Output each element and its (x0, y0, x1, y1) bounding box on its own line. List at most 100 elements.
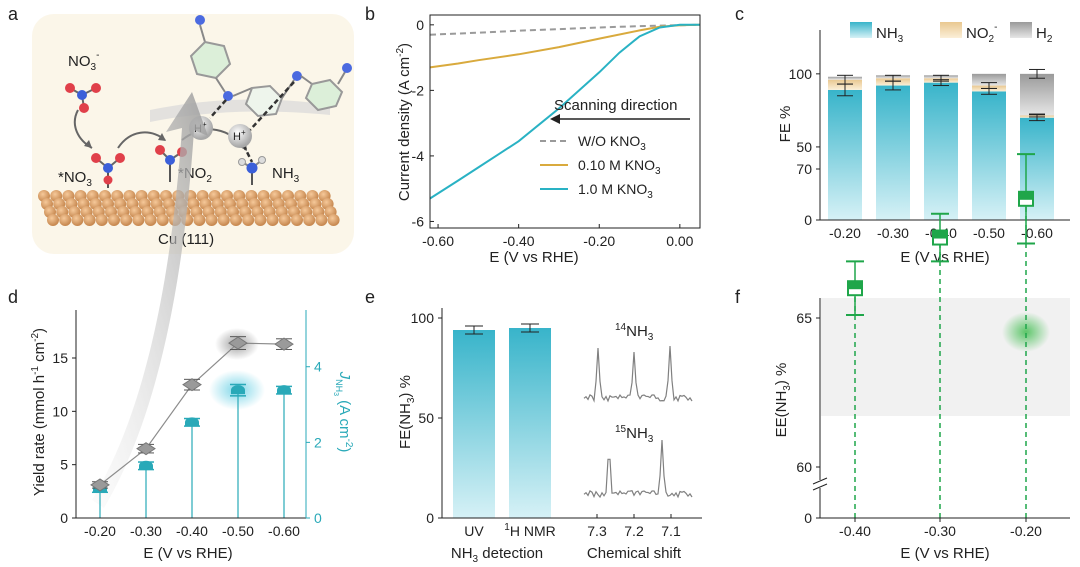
cu-atom-86 (217, 214, 230, 226)
chart-c-legend-label-1-sub: 2 (989, 34, 995, 45)
panel-label-c: c (735, 4, 744, 24)
chart-c-bar-0-1 (876, 85, 910, 221)
chart-b-legend-label-0-sub: 3 (640, 142, 646, 153)
chart-b-ytick-label-3: -6 (412, 213, 425, 229)
panel-label-a: a (8, 4, 19, 24)
chart-d-xtick-label-2: -0.40 (176, 523, 208, 539)
panel-label-e: e (365, 287, 375, 307)
chart-e-bars (453, 323, 551, 518)
chart-e-xtick-label-1: 1H NMR (504, 522, 555, 539)
chart-c-bar-0-2 (924, 82, 958, 220)
chart-e-xtick-sup-1: 1 (504, 522, 510, 533)
chart-b-legend-label-2-main: 1.0 M KNO (578, 181, 647, 197)
chart-e-xtick-label-0: UV (464, 523, 484, 539)
chart-b-legend-label-2: 1.0 M KNO3 (578, 181, 653, 201)
cu-atom-72 (47, 214, 59, 226)
chart-b-xtick-label-1: -0.40 (503, 233, 535, 249)
chart-d-xtick-label-4: -0.60 (268, 523, 300, 539)
h-bond-1 (209, 99, 227, 119)
cu-atom-87 (230, 214, 242, 226)
chart-b-legend-label-0-main: W/O KNO (578, 133, 640, 149)
chart-b-ylabel: Current density (A cm-2) (395, 43, 413, 201)
chart-f-xtick-label-2: -0.20 (1010, 523, 1042, 539)
chart-f-ytick-label-3: 70 (796, 161, 812, 177)
chart-c-legend: NH3 NO2- H2 (850, 22, 1053, 45)
chart-e-ytick-label-1: 50 (418, 410, 434, 426)
chart-f-xtick-label-0: -0.40 (839, 523, 871, 539)
cu-atom-73 (59, 214, 72, 226)
chart-c-xtick-label-4: -0.60 (1021, 225, 1053, 241)
chart-c-bar-2-4 (1020, 73, 1054, 116)
chart-c-ytick-label-2: 100 (789, 66, 813, 82)
chart-b-xtick-label-0: -0.60 (422, 233, 454, 249)
chart-b-series-1 (429, 23, 701, 69)
chart-b-frame (429, 14, 701, 229)
nh3-molecule (238, 156, 266, 185)
chart-d-ytick-label-2: 10 (52, 403, 68, 419)
chart-c-xtick-label-1: -0.30 (877, 225, 909, 241)
nmr-spectrum-14nh3 (583, 345, 693, 403)
panel-label-f: f (735, 287, 741, 307)
chart-c-legend-label-2-main: H (1036, 25, 1047, 42)
chart-d-marks (90, 336, 294, 518)
chart-d-y2tick-label-0: 0 (314, 510, 322, 526)
chart-b-xlabel: E (V vs RHE) (489, 249, 578, 266)
chart-f-marks (846, 153, 1035, 518)
cu-atom-81 (156, 214, 169, 226)
chart-d-xlabel: E (V vs RHE) (143, 545, 232, 562)
chart-b: -0.60 -0.40 -0.20 0.000-2-4-6 E (V vs RHE) … (395, 14, 701, 266)
chart-c-legend-swatch-0 (850, 22, 872, 38)
chart-c-xlabel: E (V vs RHE) (900, 249, 989, 266)
chart-d-yield-point-3 (228, 336, 248, 350)
cu-atom-85 (205, 214, 218, 226)
chart-b-legend-label-1-main: 0.10 M KNO (578, 157, 655, 173)
chart-e-ytick-label-0: 0 (426, 510, 434, 526)
cu-atom-93 (303, 214, 316, 226)
scanning-direction-label: Scanning direction (554, 97, 677, 114)
chart-f-ytick-label-2: 65 (796, 310, 812, 326)
proton-2 (228, 124, 252, 148)
chart-c-legend-label-1-main: NO (966, 25, 989, 42)
h-bond-2 (249, 81, 295, 131)
chart-d-j-point-1 (139, 460, 153, 470)
chart-b-legend-label-1: 0.10 M KNO3 (578, 157, 661, 177)
chart-f-ytick-label-0: 0 (804, 510, 812, 526)
chart-c-legend-label-0: NH3 (876, 25, 904, 45)
chart-c-legend-swatch-2 (1010, 22, 1032, 38)
chart-b-legend-label-2-sub: 3 (647, 190, 653, 201)
chart-b-ytick-label-1: -2 (412, 82, 425, 98)
nmr-xtick-label-1: 7.2 (624, 523, 644, 539)
arrowhead-2 (158, 133, 166, 141)
cu-atom-88 (242, 214, 255, 226)
cu-atom-91 (278, 214, 291, 226)
cu-atom-89 (254, 214, 267, 226)
chart-d-ytick-label-3: 15 (52, 350, 68, 366)
chart-f-ytick-label-1: 60 (796, 459, 812, 475)
chart-f-axis-break-2 (812, 477, 828, 485)
label-no3: NO3- (68, 50, 99, 73)
chart-d-ylabel: Yield rate (mmol h-1 cm-2) (30, 328, 48, 496)
chart-b-legend-label-1-sub: 3 (655, 166, 661, 177)
chart-d-j-point-3 (231, 385, 245, 395)
chart-e: UV 1H NMR 0 50 100 FE(NH3) % NH3 detection 7… (397, 308, 702, 565)
chart-e-ytick-label-2: 100 (411, 310, 435, 326)
chart-c-bar-0-0 (828, 89, 862, 220)
cu-atom-94 (315, 214, 328, 226)
chart-d-ytick-label-1: 5 (60, 457, 68, 473)
chart-b-ticks: -0.60 -0.40 -0.20 0.00 0 -2 -4 -6 (412, 17, 694, 249)
chart-c-xtick-label-0: -0.20 (829, 225, 861, 241)
chart-d-xtick-label-3: -0.50 (222, 523, 254, 539)
highlight-glow-green (1002, 312, 1050, 352)
cu-atom-84 (193, 214, 206, 226)
chart-d-yield-point-4 (274, 337, 294, 351)
cu-atom-74 (71, 214, 84, 226)
proton-2-label: H+ (233, 128, 246, 143)
chart-e-ticks: UV 1H NMR 0 50 100 (411, 310, 556, 539)
chart-f: -0.40 -0.30 -0.20 0 60 65 70 E (V vs RHE) EE(N… (773, 153, 1070, 562)
chart-b-lines (429, 23, 701, 200)
nmr-xtick-label-0: 7.3 (587, 523, 607, 539)
chart-c-legend-label-0-main: NH (876, 25, 898, 42)
